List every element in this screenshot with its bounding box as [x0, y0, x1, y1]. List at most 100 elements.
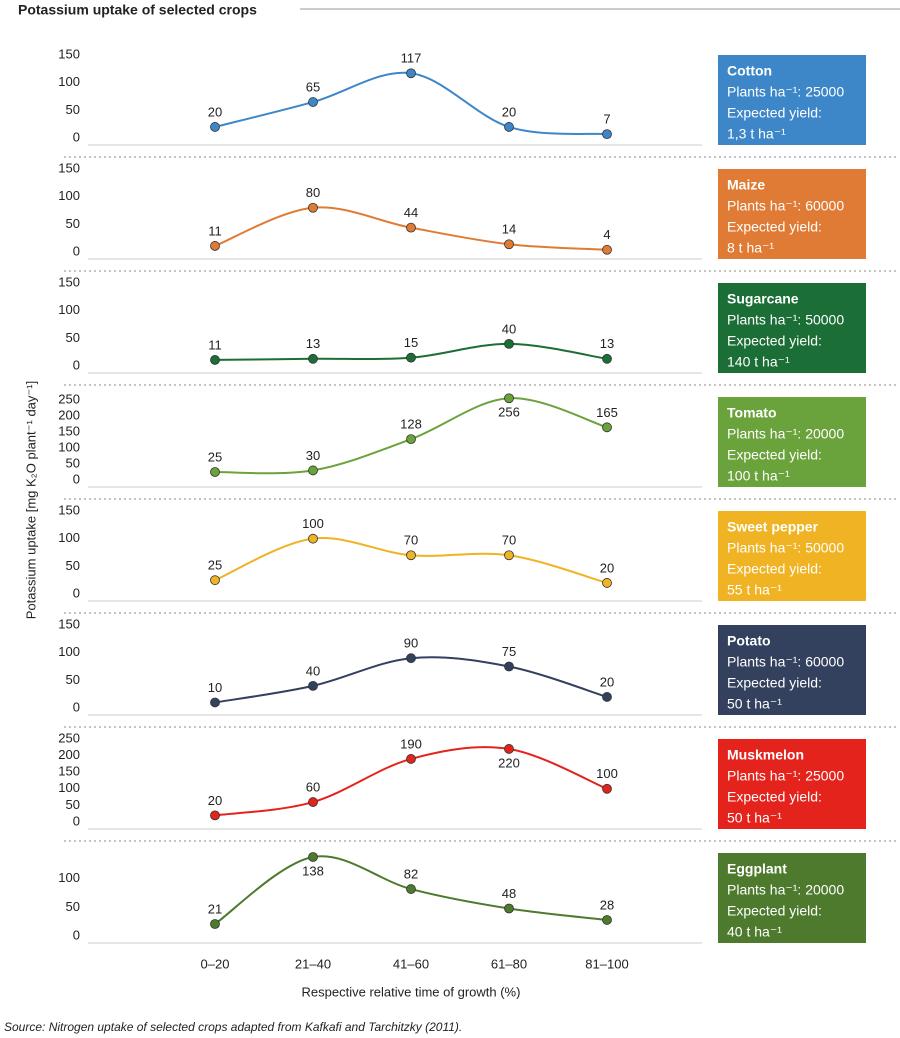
point — [308, 97, 318, 107]
y-tick-label: 150 — [58, 160, 80, 175]
y-tick-label: 0 — [73, 129, 80, 144]
y-tick-label: 0 — [73, 927, 80, 942]
info-box — [718, 739, 866, 829]
point — [308, 202, 318, 213]
y-tick-label: 200 — [58, 747, 80, 762]
box-plants: Plants ha⁻¹: 20000 — [727, 426, 844, 442]
box-name: Muskmelon — [727, 747, 804, 763]
y-tick-label: 150 — [58, 502, 80, 517]
y-tick-label: 50 — [66, 455, 80, 470]
y-tick-label: 0 — [73, 699, 80, 714]
box-plants: Plants ha⁻¹: 25000 — [727, 84, 844, 100]
info-box — [718, 625, 866, 715]
box-plants: Plants ha⁻¹: 50000 — [727, 312, 844, 328]
data-label: 82 — [404, 866, 418, 881]
point — [210, 122, 220, 132]
point — [406, 884, 416, 894]
box-yield-label: Expected yield: — [727, 105, 822, 121]
y-tick-label: 100 — [58, 440, 80, 455]
y-tick-label: 50 — [66, 102, 80, 117]
info-box — [718, 283, 866, 373]
data-label: 48 — [502, 886, 516, 901]
point — [406, 434, 416, 445]
y-tick-label: 0 — [73, 471, 80, 486]
box-name: Maize — [727, 177, 765, 193]
point — [406, 653, 416, 664]
x-tick-label: 61–80 — [491, 956, 527, 971]
point — [602, 915, 612, 925]
point — [210, 467, 220, 477]
y-tick-label: 50 — [66, 216, 80, 231]
y-tick-label: 100 — [58, 74, 80, 89]
y-tick-label: 50 — [66, 797, 80, 812]
box-name: Eggplant — [727, 861, 787, 877]
y-tick-label: 150 — [58, 46, 80, 61]
point — [308, 797, 318, 807]
x-tick-label: 21–40 — [295, 956, 331, 971]
point — [602, 578, 612, 588]
point — [504, 338, 514, 349]
data-label: 14 — [502, 222, 516, 237]
x-tick-label: 0–20 — [201, 956, 230, 971]
box-plants: Plants ha⁻¹: 20000 — [727, 882, 844, 898]
data-label: 4 — [603, 227, 610, 242]
point — [210, 575, 220, 586]
point — [602, 244, 612, 255]
y-tick-label: 0 — [73, 813, 80, 828]
box-plants: Plants ha⁻¹: 50000 — [727, 540, 844, 556]
data-label: 20 — [600, 674, 614, 689]
point — [602, 692, 612, 702]
box-yield: 1,3 t ha⁻¹ — [727, 126, 786, 142]
data-label: 100 — [596, 766, 618, 781]
data-label: 165 — [596, 405, 618, 420]
y-tick-label: 200 — [58, 408, 80, 423]
point — [504, 661, 514, 672]
y-tick-label: 100 — [58, 302, 80, 317]
point — [210, 810, 220, 821]
line — [214, 656, 608, 704]
y-tick-label: 0 — [73, 357, 80, 372]
box-yield: 8 t ha⁻¹ — [727, 240, 774, 256]
y-tick-label: 50 — [66, 558, 80, 573]
x-tick-label: 41–60 — [393, 956, 429, 971]
box-plants: Plants ha⁻¹: 25000 — [727, 768, 844, 784]
data-label: 80 — [306, 185, 320, 200]
point — [504, 744, 514, 754]
y-tick-label: 100 — [58, 188, 80, 203]
data-label: 20 — [208, 793, 222, 808]
data-label: 65 — [306, 79, 320, 94]
point — [308, 533, 318, 544]
y-tick-label: 250 — [58, 730, 80, 745]
data-label: 70 — [502, 533, 516, 548]
point — [406, 754, 416, 764]
y-tick-label: 100 — [58, 530, 80, 545]
box-yield: 50 t ha⁻¹ — [727, 810, 782, 826]
data-label: 40 — [502, 321, 516, 336]
x-tick-label: 81–100 — [585, 956, 628, 971]
x-axis-label: Respective relative time of growth (%) — [302, 984, 521, 999]
data-label: 28 — [600, 897, 614, 912]
y-tick-label: 150 — [58, 274, 80, 289]
data-label: 13 — [600, 336, 614, 351]
data-label: 21 — [208, 901, 222, 916]
box-plants: Plants ha⁻¹: 60000 — [727, 654, 844, 670]
data-label: 117 — [401, 51, 422, 66]
y-tick-label: 100 — [58, 870, 80, 885]
box-yield-label: Expected yield: — [727, 333, 822, 349]
box-yield: 50 t ha⁻¹ — [727, 696, 782, 712]
y-tick-label: 150 — [58, 764, 80, 779]
box-plants: Plants ha⁻¹: 60000 — [727, 198, 844, 214]
box-name: Sugarcane — [727, 291, 799, 307]
box-yield: 55 t ha⁻¹ — [727, 582, 782, 598]
point — [308, 465, 318, 476]
point — [210, 697, 220, 708]
data-label: 20 — [600, 560, 614, 575]
data-label: 128 — [400, 417, 422, 432]
box-name: Potato — [727, 633, 771, 649]
info-box — [718, 169, 866, 259]
point — [406, 222, 416, 233]
box-name: Tomato — [727, 405, 777, 421]
data-label: 256 — [498, 405, 520, 420]
info-box — [718, 511, 866, 601]
info-box — [718, 853, 866, 943]
